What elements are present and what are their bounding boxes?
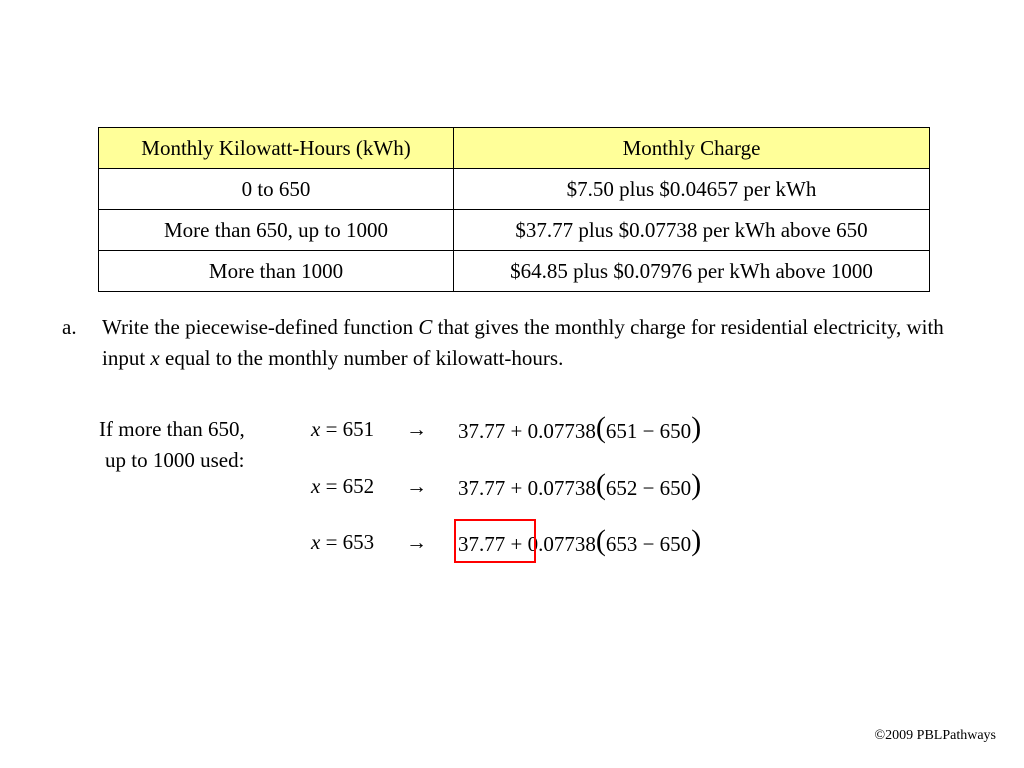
equation-value: = 653 xyxy=(320,529,375,554)
equation-expression: 37.77 + 0.07738(651 − 650) xyxy=(458,411,702,444)
open-paren: ( xyxy=(595,524,606,557)
question-text-part: equal to the monthly number of kilowatt-… xyxy=(159,346,564,370)
table-row: More than 650, up to 1000 $37.77 plus $0… xyxy=(98,209,930,251)
table-cell-kwh: More than 650, up to 1000 xyxy=(98,209,454,251)
equation-diff: 653 − 650 xyxy=(605,532,692,556)
copyright-text: ©2009 PBLPathways xyxy=(874,728,996,743)
question-text-part: that gives the monthly charge for reside… xyxy=(102,315,944,370)
table-cell-charge: $7.50 plus $0.04657 per kWh xyxy=(453,168,930,210)
question-text: Write the piecewise-defined function C t… xyxy=(102,312,982,374)
table-cell-charge: $64.85 plus $0.07976 per kWh above 1000 xyxy=(453,250,930,292)
highlight-box xyxy=(454,519,536,563)
open-paren: ( xyxy=(595,411,606,444)
equation-value: = 652 xyxy=(320,473,375,498)
equation-diff: 651 − 650 xyxy=(605,419,692,443)
close-paren: ) xyxy=(691,468,702,501)
close-paren: ) xyxy=(691,411,702,444)
table-cell-kwh: 0 to 650 xyxy=(98,168,454,210)
question-text-part: Write the piecewise-defined function xyxy=(102,315,419,339)
arrow-icon: → xyxy=(406,529,427,554)
table-cell-kwh: More than 1000 xyxy=(98,250,454,292)
condition-label: If more than 650, up to 1000 used: xyxy=(99,414,245,476)
arrow-icon: → xyxy=(406,473,427,498)
open-paren: ( xyxy=(595,468,606,501)
equation-expression: 37.77 + 0.07738(652 − 650) xyxy=(458,468,702,501)
rate-table: Monthly Kilowatt-Hours (kWh) Monthly Cha… xyxy=(98,127,930,292)
equation-input: x = 653 xyxy=(311,530,406,555)
equation-diff: 652 − 650 xyxy=(605,476,692,500)
condition-line-1: If more than 650, xyxy=(99,417,245,441)
equation-base: 37.77 + 0.07738 xyxy=(458,532,596,556)
question-label: a. xyxy=(62,315,77,339)
table-cell-charge: $37.77 plus $0.07738 per kWh above 650 xyxy=(453,209,930,251)
table-row: 0 to 650 $7.50 plus $0.04657 per kWh xyxy=(98,168,930,210)
equation-input: x = 652 xyxy=(311,474,406,499)
equation-input: x = 651 xyxy=(311,417,406,442)
equation-base: 37.77 + 0.07738 xyxy=(458,476,596,500)
condition-line-2: up to 1000 used: xyxy=(105,448,245,472)
equation-row: x = 653 → 37.77 + 0.07738(653 − 650) xyxy=(311,522,701,562)
equation-expression: 37.77 + 0.07738(653 − 650) xyxy=(458,524,702,557)
equation-base: 37.77 + 0.07738 xyxy=(458,419,596,443)
equation-var: x xyxy=(311,529,321,554)
header-kwh: Monthly Kilowatt-Hours (kWh) xyxy=(98,127,454,169)
question-var-c: C xyxy=(418,315,433,339)
equation-value: = 651 xyxy=(320,416,375,441)
question-a: a. Write the piecewise-defined function … xyxy=(62,312,982,374)
table-header-row: Monthly Kilowatt-Hours (kWh) Monthly Cha… xyxy=(98,127,930,169)
close-paren: ) xyxy=(691,524,702,557)
equation-row: x = 651 → 37.77 + 0.07738(651 − 650) xyxy=(311,409,701,449)
table-row: More than 1000 $64.85 plus $0.07976 per … xyxy=(98,250,930,292)
equation-var: x xyxy=(311,473,321,498)
question-var-x: x xyxy=(150,346,160,370)
equation-row: x = 652 → 37.77 + 0.07738(652 − 650) xyxy=(311,466,701,506)
equation-var: x xyxy=(311,416,321,441)
arrow-icon: → xyxy=(406,416,427,441)
header-charge: Monthly Charge xyxy=(453,127,930,169)
